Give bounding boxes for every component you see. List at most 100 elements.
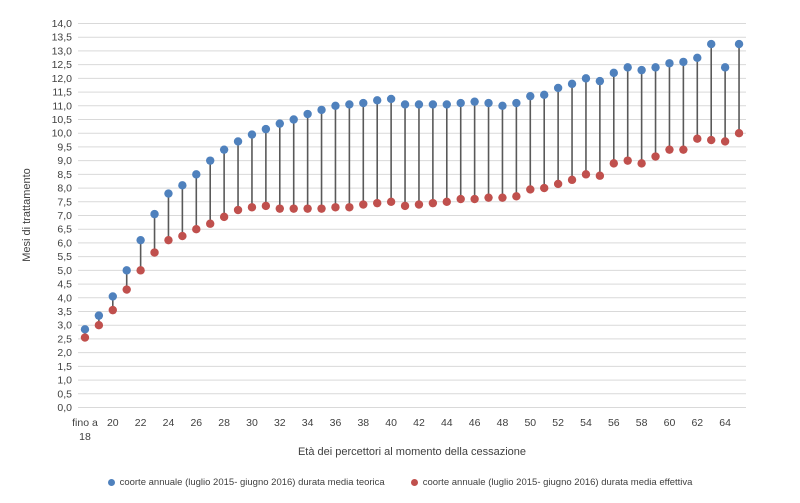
y-tick-label: 3,5 [57, 306, 72, 318]
data-point-teorica [122, 266, 131, 275]
data-point-teorica [317, 105, 326, 115]
x-tick-label: 46 [469, 417, 481, 429]
data-point-effettiva [192, 225, 201, 234]
y-tick-label: 12,5 [52, 59, 73, 71]
data-point-teorica [707, 39, 716, 49]
data-point-effettiva [122, 285, 131, 294]
x-tick-label: 62 [691, 417, 703, 429]
x-tick-label: 20 [107, 417, 119, 429]
data-point-teorica [373, 96, 382, 105]
data-point-teorica [303, 109, 312, 119]
data-point-teorica [247, 130, 257, 139]
data-point-teorica [345, 100, 354, 109]
data-point-teorica [192, 170, 201, 179]
y-tick-label: 2,0 [57, 347, 72, 359]
data-point-effettiva [734, 129, 744, 138]
y-tick-label: 5,5 [57, 251, 72, 263]
data-point-teorica [275, 119, 284, 128]
data-point-effettiva [80, 333, 90, 342]
data-point-teorica [651, 63, 660, 72]
data-point-effettiva [637, 159, 646, 168]
x-tick-label: 34 [302, 417, 314, 429]
data-point-teorica [359, 98, 368, 108]
legend: coorte annuale (luglio 2015- giugno 2016… [0, 477, 800, 488]
data-point-effettiva [150, 248, 159, 257]
data-point-teorica [512, 98, 521, 108]
y-tick-label: 12,0 [52, 73, 73, 85]
x-tick-label: 26 [190, 417, 202, 429]
y-tick-label: 2,5 [57, 333, 72, 345]
y-tick-label: 0,5 [57, 388, 72, 400]
data-point-effettiva [442, 197, 451, 206]
data-point-effettiva [526, 185, 535, 194]
y-tick-label: 5,0 [57, 265, 72, 277]
data-point-effettiva [693, 134, 702, 143]
y-tick-label: 0,0 [57, 402, 72, 414]
data-point-teorica [637, 65, 646, 75]
x-tick-label: 60 [664, 417, 676, 429]
y-tick-label: 10,0 [52, 128, 73, 140]
x-tick-label: 48 [497, 417, 509, 429]
data-point-teorica [261, 124, 271, 134]
data-point-teorica [553, 83, 563, 93]
y-tick-label: 7,0 [57, 210, 72, 222]
data-point-effettiva [679, 145, 688, 154]
data-point-teorica [233, 137, 243, 146]
x-tick-label: 28 [218, 417, 230, 429]
data-point-effettiva [414, 200, 424, 209]
data-point-teorica [484, 98, 493, 108]
data-point-teorica [665, 59, 674, 68]
data-point-effettiva [331, 203, 340, 212]
data-point-effettiva [512, 192, 521, 201]
data-point-effettiva [609, 159, 618, 168]
x-tick-label: 42 [413, 417, 425, 429]
data-point-effettiva [707, 135, 716, 145]
x-tick-label: 44 [441, 417, 453, 429]
data-point-effettiva [567, 175, 577, 185]
data-point-teorica [94, 311, 104, 320]
x-tick-label: 32 [274, 417, 286, 429]
data-point-effettiva [386, 197, 396, 206]
data-point-effettiva [261, 201, 271, 211]
data-point-effettiva [317, 204, 326, 213]
data-point-effettiva [581, 170, 591, 179]
data-point-effettiva [400, 201, 410, 211]
data-point-teorica [80, 325, 90, 334]
data-point-teorica [178, 181, 187, 190]
data-point-effettiva [233, 205, 243, 215]
data-point-effettiva [206, 219, 215, 228]
data-point-teorica [498, 101, 507, 110]
data-point-effettiva [720, 137, 730, 146]
y-tick-label: 8,0 [57, 183, 72, 195]
data-point-teorica [164, 189, 173, 198]
x-tick-label: fino a [72, 417, 98, 429]
y-tick-label: 10,5 [52, 114, 73, 126]
data-point-effettiva [623, 156, 632, 165]
data-point-teorica [400, 100, 410, 109]
data-point-teorica [470, 97, 479, 106]
data-point-effettiva [164, 235, 173, 245]
data-point-teorica [108, 292, 117, 301]
y-tick-label: 8,5 [57, 169, 72, 181]
data-point-teorica [414, 100, 424, 109]
y-tick-label: 9,5 [57, 141, 72, 153]
legend-label-teorica: coorte annuale (luglio 2015- giugno 2016… [119, 477, 385, 488]
data-point-teorica [567, 79, 577, 89]
y-tick-label: 9,0 [57, 155, 72, 167]
data-point-effettiva [108, 305, 117, 315]
y-tick-label: 4,5 [57, 279, 72, 291]
data-point-teorica [331, 101, 340, 110]
x-tick-label: 22 [135, 417, 147, 429]
x-tick-label: 54 [580, 417, 592, 429]
data-point-effettiva [498, 193, 507, 202]
y-tick-label: 13,0 [52, 45, 73, 57]
data-point-teorica [623, 63, 632, 72]
x-axis-title: Età dei percettori al momento della cess… [297, 446, 527, 458]
x-tick-label: 36 [330, 417, 342, 429]
data-point-teorica [206, 156, 215, 165]
data-point-teorica [693, 53, 702, 62]
x-tick-label: 50 [524, 417, 536, 429]
data-point-effettiva [94, 321, 104, 330]
x-tick-label: 64 [719, 417, 731, 429]
